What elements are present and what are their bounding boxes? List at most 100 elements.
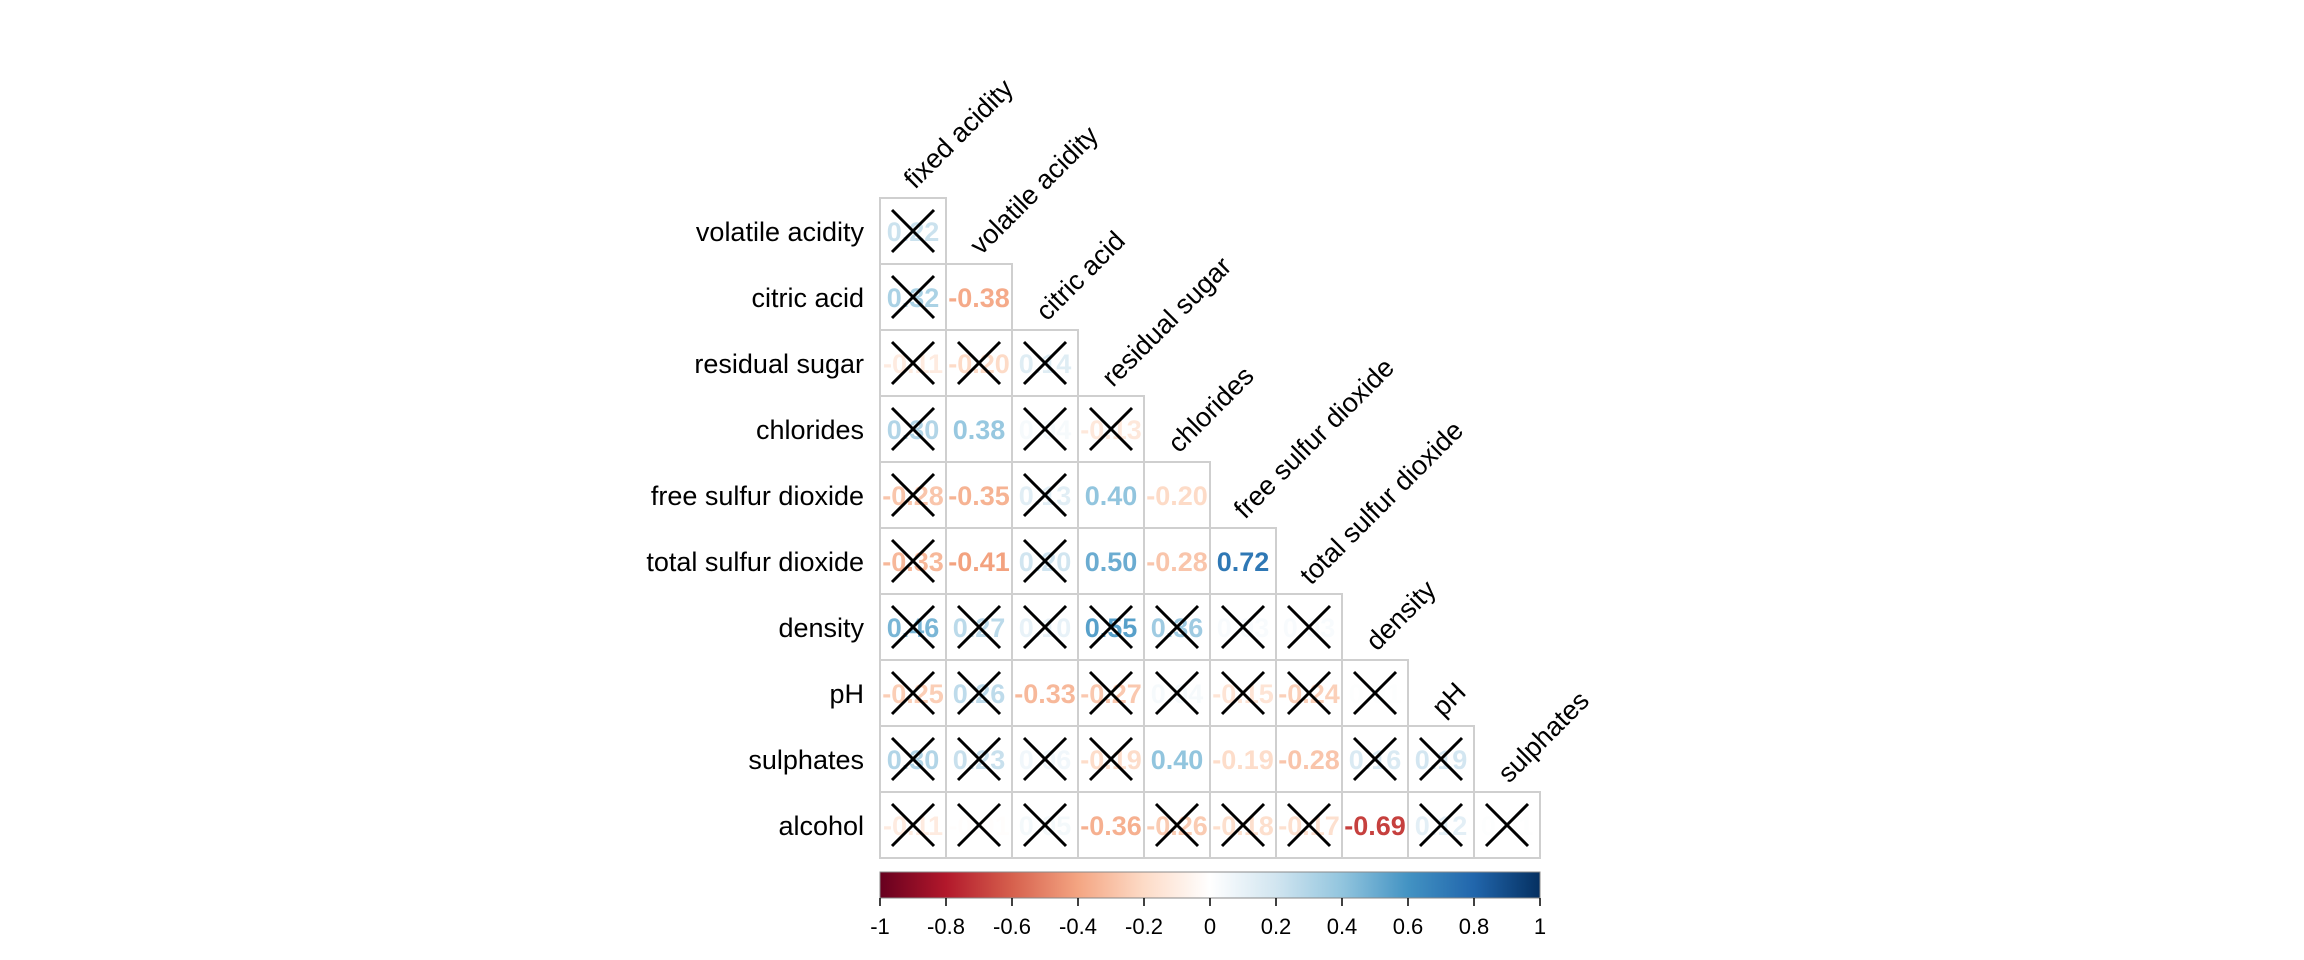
cell-border: [1077, 461, 1145, 529]
cross-mark-line: [1088, 736, 1134, 782]
matrix-cell: -0.18: [1209, 791, 1277, 859]
cell-value-label: 0.50: [1085, 547, 1138, 577]
cross-mark-line: [890, 340, 936, 386]
colorbar-tick-label: -1: [870, 914, 890, 939]
matrix-cell: -0.27: [1077, 659, 1145, 727]
matrix-cell: 0.01: [1341, 659, 1409, 727]
column-label: volatile acidity: [964, 120, 1104, 260]
matrix-cell: -0.20: [945, 329, 1013, 397]
matrix-cell: 0.10: [1011, 593, 1079, 661]
matrix-cell: -0.25: [879, 659, 947, 727]
cell-value-label: -0.41: [948, 547, 1010, 577]
matrix-cell: -0.19: [1077, 725, 1145, 793]
column-label: citric acid: [1030, 225, 1131, 326]
cross-mark-line: [1088, 406, 1134, 452]
cell-value-label: 0.40: [1085, 481, 1138, 511]
matrix-cell: 0.55: [1077, 593, 1145, 661]
cell-value-label: -0.28: [1146, 547, 1208, 577]
matrix-cell: 0.46: [879, 593, 947, 661]
cross-mark-line: [956, 736, 1002, 782]
cross-mark-line: [1022, 802, 1068, 848]
colorbar-tick-label: -0.2: [1125, 914, 1163, 939]
cross-mark-line: [956, 604, 1002, 650]
cross-mark-line: [1088, 604, 1134, 650]
cross-mark-line: [1418, 802, 1464, 848]
cell-border: [1143, 527, 1211, 595]
matrix-cell: -0.11: [879, 329, 947, 397]
matrix-cell: 0.30: [879, 725, 947, 793]
matrix-cell: -0.69: [1341, 791, 1409, 859]
cross-mark-line: [890, 802, 936, 848]
row-label: volatile acidity: [696, 217, 865, 247]
cross-mark-line: [1154, 604, 1200, 650]
matrix-cell: 0.19: [1407, 725, 1475, 793]
matrix-cell: 0.50: [1077, 527, 1145, 595]
cell-value-label: -0.69: [1344, 811, 1406, 841]
matrix-cell: -0.28: [1143, 527, 1211, 595]
colorbar-tick-label: 0.4: [1327, 914, 1358, 939]
cross-mark-line: [1286, 670, 1332, 716]
cross-mark-line: [890, 406, 936, 452]
matrix-cell: 0.05: [1011, 791, 1079, 859]
cross-mark-line: [1220, 802, 1266, 848]
cell-value-label: 0.38: [953, 415, 1006, 445]
row-label: chlorides: [756, 415, 864, 445]
cross-mark-line: [1418, 736, 1464, 782]
cell-value-label: -0.35: [948, 481, 1010, 511]
matrix-cell: 0.13: [1011, 461, 1079, 529]
colorbar-tick-label: 1: [1534, 914, 1546, 939]
column-label: fixed acidity: [898, 73, 1019, 194]
matrix-cell: 0.32: [879, 263, 947, 331]
row-label: citric acid: [751, 283, 864, 313]
cell-value-label: -0.28: [1278, 745, 1340, 775]
cross-mark-line: [890, 208, 936, 254]
matrix-cell: 0.72: [1209, 527, 1277, 595]
row-label: total sulfur dioxide: [646, 547, 864, 577]
matrix-cell: -0.20: [1143, 461, 1211, 529]
cell-border: [1143, 461, 1211, 529]
matrix-cell: 0.01: [1473, 791, 1541, 859]
matrix-cell: -0.38: [945, 263, 1013, 331]
colorbar-tick-label: 0.2: [1261, 914, 1292, 939]
colorbar-tick-label: -0.6: [993, 914, 1031, 939]
cross-mark-line: [1022, 604, 1068, 650]
cross-mark-line: [1220, 604, 1266, 650]
cross-mark-line: [890, 604, 936, 650]
matrix-cell: 0.22: [879, 197, 947, 265]
matrix-cell: 0.20: [1011, 527, 1079, 595]
matrix-cell: 0.26: [945, 659, 1013, 727]
cross-mark-line: [1286, 802, 1332, 848]
cross-mark-line: [1352, 736, 1398, 782]
cell-value-label: 0.72: [1217, 547, 1270, 577]
matrix-cell: 0.16: [1341, 725, 1409, 793]
cross-mark-line: [1352, 670, 1398, 716]
cross-mark-line: [956, 670, 1002, 716]
matrix-cell: 0.27: [945, 593, 1013, 661]
matrix-cell: -0.17: [1275, 791, 1343, 859]
cell-value-label: -0.38: [948, 283, 1010, 313]
cross-mark-line: [1286, 604, 1332, 650]
cell-border: [1341, 791, 1409, 859]
cross-mark-line: [1022, 406, 1068, 452]
matrix-cell: 0.38: [945, 395, 1013, 463]
column-label: chlorides: [1162, 361, 1260, 459]
matrix-cell: -0.28: [1275, 725, 1343, 793]
cross-mark-line: [890, 274, 936, 320]
cross-mark-line: [1154, 670, 1200, 716]
cell-value-label: -0.20: [1146, 481, 1208, 511]
matrix-cell: 0.14: [1011, 329, 1079, 397]
column-label: pH: [1426, 677, 1472, 723]
matrix-cell: 0.36: [1143, 593, 1211, 661]
cross-mark-line: [1154, 802, 1200, 848]
column-label: density: [1360, 574, 1442, 656]
matrix-cell: -0.33: [1011, 659, 1079, 727]
cell-value-label: 0.40: [1151, 745, 1204, 775]
colorbar-tick-label: -0.8: [927, 914, 965, 939]
matrix-cell: 0.03: [1275, 593, 1343, 661]
colorbar-tick-label: -0.4: [1059, 914, 1097, 939]
cross-mark-line: [1022, 736, 1068, 782]
matrix-cell: 0.06: [1011, 725, 1079, 793]
cell-border: [1209, 527, 1277, 595]
